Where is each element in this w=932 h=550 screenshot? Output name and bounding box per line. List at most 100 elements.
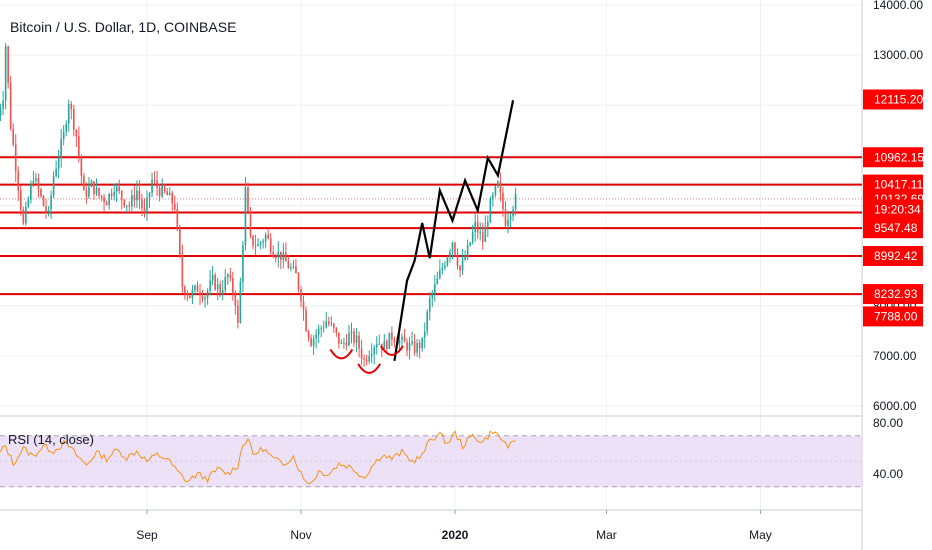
candle-body (201, 295, 204, 300)
candle-body (285, 252, 287, 262)
candle-body (141, 199, 143, 209)
candle-body (136, 190, 138, 201)
candle-body (348, 333, 350, 346)
candle-body (484, 226, 487, 242)
candle-body (411, 341, 413, 344)
candle-body (446, 257, 449, 266)
candle-body (267, 234, 270, 239)
candle-body (153, 179, 156, 181)
candle-body (378, 343, 381, 345)
candle-body (244, 187, 247, 246)
candle-body (70, 103, 73, 109)
candle-body (138, 190, 141, 200)
candle-body (456, 254, 459, 266)
candle-body (113, 191, 116, 196)
candle-body (343, 342, 345, 344)
candle-body (65, 123, 68, 133)
candle-body (408, 343, 411, 351)
candle-body (178, 226, 181, 255)
candle-body (173, 203, 176, 209)
rsi-tick-label: 80.00 (873, 416, 903, 430)
candle-body (95, 187, 98, 195)
candle-body (146, 197, 148, 212)
candle-body (355, 335, 358, 343)
candle-body (509, 216, 512, 220)
candle-body (403, 336, 406, 343)
candle-body (229, 274, 232, 279)
time-tick-label: Mar (596, 528, 617, 542)
candle-body (9, 83, 12, 129)
level-tag-bg (863, 147, 923, 168)
candle-body (279, 251, 282, 260)
candle-body (373, 347, 376, 354)
candle-body (62, 132, 65, 140)
rsi-pane (0, 430, 862, 488)
level-tag-label: 10962.15 (874, 150, 924, 164)
candle-body (199, 291, 201, 296)
candle-body (297, 273, 300, 290)
level-tag-bg (863, 174, 923, 195)
candle-body (133, 195, 136, 201)
candle-body (181, 254, 184, 287)
candle-body (295, 266, 297, 274)
candle-body (115, 186, 118, 192)
candle-body (504, 209, 507, 226)
candle-body (196, 285, 199, 292)
candle-body (416, 342, 418, 353)
candle-body (55, 168, 57, 177)
candle-body (350, 331, 353, 334)
candle-body (156, 180, 158, 188)
candle-body (209, 280, 211, 291)
projection-path[interactable] (393, 100, 515, 362)
bottom-arc[interactable] (329, 348, 354, 360)
price-tag-label: 7788.00 (874, 309, 918, 323)
candle-body (224, 276, 227, 291)
candle-body (431, 293, 434, 299)
candle-body (105, 202, 108, 206)
candle-body (148, 192, 151, 198)
price-tick-label: 6000.00 (873, 399, 917, 413)
candle-body (186, 294, 189, 296)
candle-body (433, 284, 436, 294)
candle-body (444, 265, 446, 268)
bottom-arc[interactable] (380, 345, 404, 356)
candle-body (19, 190, 22, 210)
candle-body (232, 278, 234, 295)
candle-body (423, 331, 426, 338)
candle-body (497, 181, 499, 187)
bottom-arc[interactable] (357, 363, 382, 374)
candle-body (24, 206, 27, 224)
candle-body (386, 341, 388, 349)
candle-body (451, 242, 454, 252)
price-tick-label: 14000.00 (873, 0, 923, 12)
candle-body (0, 108, 2, 116)
candle-body (269, 238, 272, 253)
candle-body (426, 311, 429, 332)
candle-body (413, 341, 416, 353)
candle-body (272, 252, 275, 258)
candle-body (479, 232, 482, 234)
candle-body (464, 257, 466, 260)
candle-body (507, 219, 509, 226)
candle-body (78, 136, 80, 156)
candle-body (242, 245, 244, 282)
candle-body (345, 342, 348, 346)
candle-body (22, 209, 25, 224)
candle-body (259, 242, 262, 245)
price-tick-label: 13000.00 (873, 48, 923, 62)
candle-body (211, 274, 214, 281)
candle-body (85, 190, 88, 197)
level-tag-label: 8992.42 (874, 249, 918, 263)
price-tag-bg (863, 199, 923, 220)
price-tag-bg (863, 89, 923, 110)
candle-body (476, 221, 479, 233)
candle-body (317, 328, 320, 335)
candle-body (37, 177, 40, 190)
candle-body (32, 180, 35, 185)
candle-body (75, 130, 78, 137)
candle-body (4, 46, 7, 101)
candle-body (401, 336, 403, 341)
candle-body (325, 321, 328, 328)
candle-body (365, 359, 368, 362)
